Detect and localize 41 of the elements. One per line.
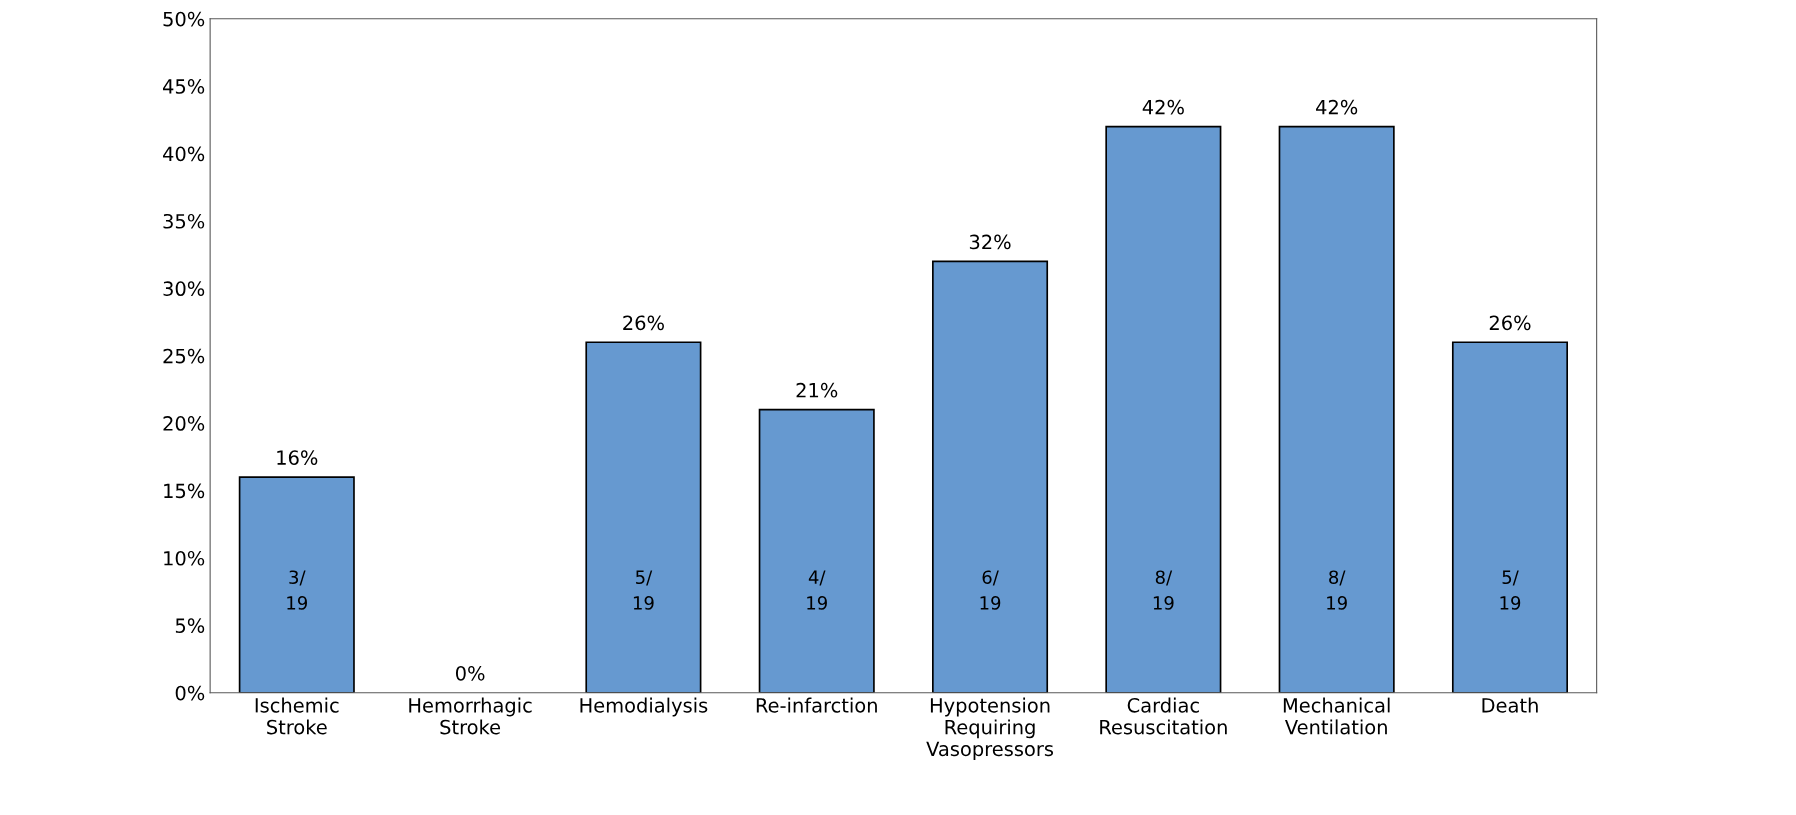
x-tick-label: Mechanical Ventilation (1283, 697, 1390, 735)
data-label: 42% (1142, 99, 1184, 115)
x-tick-label: Cardiac Resuscitation (1100, 697, 1227, 735)
annotation: 4/ 19 (807, 570, 827, 610)
annotation: 6/ 19 (980, 570, 1001, 610)
bar (758, 408, 875, 693)
bar (1105, 125, 1222, 693)
x-tick-label: Hemorrhagic Stroke (409, 697, 532, 735)
x-tick-label: Re-infarction (756, 697, 877, 713)
data-label: 42% (1316, 99, 1358, 115)
y-tick-label: 5% (175, 618, 205, 634)
annotation: 5/ 19 (1500, 570, 1521, 610)
y-tick-label: 10% (164, 550, 205, 566)
x-tick-label: Death (1482, 697, 1538, 713)
y-tick-label: 50% (163, 11, 205, 27)
data-label: 26% (1489, 315, 1531, 331)
y-tick-label: 15% (164, 483, 205, 499)
y-tick-label: 20% (163, 416, 205, 431)
bar (932, 260, 1049, 693)
data-label: 32% (969, 234, 1011, 250)
annotation: 8/ 19 (1327, 570, 1347, 610)
bar (1278, 125, 1395, 693)
x-tick-label: Hemodialysis (580, 697, 708, 717)
annotation: 8/ 19 (1153, 570, 1174, 610)
y-tick-label: 45% (163, 79, 205, 94)
data-label: 0% (455, 665, 485, 681)
x-tick-label: Hypotension Requiring Vasopressors (926, 697, 1054, 760)
annotation: 5/ 19 (633, 570, 654, 610)
bar (1451, 341, 1569, 693)
data-label: 26% (623, 315, 664, 331)
y-tick-label: 40% (163, 146, 205, 162)
bar (238, 476, 355, 693)
x-tick-label: Ischemic Stroke (255, 697, 339, 735)
bar (585, 341, 702, 693)
y-tick-label: 25% (163, 348, 205, 364)
y-tick-label: 30% (163, 281, 205, 297)
y-tick-label: 0% (175, 685, 205, 701)
y-tick-label: 35% (163, 213, 205, 229)
data-label: 16% (277, 450, 318, 465)
annotation: 3/ 19 (287, 570, 308, 610)
data-label: 21% (796, 382, 838, 398)
